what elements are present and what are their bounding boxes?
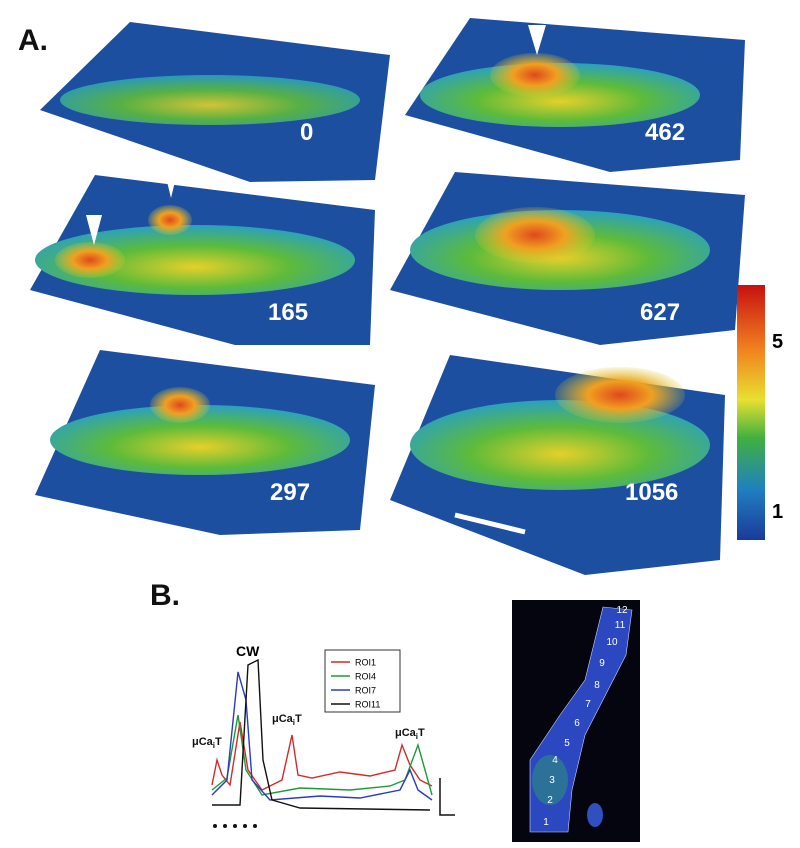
surface xyxy=(148,205,192,235)
legend-items: ROI1 ROI4 ROI7 ROI11 xyxy=(331,658,380,710)
roi-number: 1 xyxy=(543,817,549,828)
surface xyxy=(150,387,210,423)
plate-label: 462 xyxy=(645,119,685,146)
surface xyxy=(420,63,700,127)
cell-hotspot xyxy=(532,755,568,805)
roi-number: 6 xyxy=(574,718,580,729)
surface xyxy=(475,207,595,263)
roi-number: 12 xyxy=(616,605,628,616)
arrow xyxy=(86,215,102,245)
roi-number: 11 xyxy=(615,620,626,631)
roi-number: 10 xyxy=(606,637,618,648)
surface xyxy=(35,225,355,295)
plate-label: 165 xyxy=(268,299,308,326)
event-text: T xyxy=(295,713,302,725)
surface xyxy=(55,242,125,278)
cell-blob xyxy=(587,803,603,827)
event-sub: i xyxy=(213,741,215,750)
event-label: μCaiT xyxy=(395,727,425,741)
event-text: T xyxy=(418,727,425,739)
legend-label: ROI4 xyxy=(355,672,376,682)
event-text: T xyxy=(215,736,222,748)
arrow xyxy=(163,165,179,198)
arrows xyxy=(86,25,546,245)
stimulus-dots xyxy=(213,824,257,828)
plate-label: 297 xyxy=(270,479,310,506)
event-label: μCaiT xyxy=(272,713,302,727)
surface xyxy=(50,405,350,475)
trace xyxy=(211,721,433,791)
legend-label: ROI1 xyxy=(355,658,376,668)
colorbar xyxy=(737,285,765,540)
arrow xyxy=(528,25,546,55)
surface xyxy=(410,400,710,490)
scale-bar xyxy=(439,778,455,816)
event-sub: i xyxy=(416,732,418,741)
roi-number: 9 xyxy=(599,658,605,669)
event-sub: i xyxy=(293,718,295,727)
event-text: μCa xyxy=(272,713,294,725)
legend xyxy=(324,649,401,713)
panel-label: A. xyxy=(18,24,48,57)
cw-label: CW xyxy=(236,643,260,659)
roi-number: 7 xyxy=(585,699,591,710)
surface xyxy=(490,53,580,97)
roi-number: 5 xyxy=(564,738,570,749)
trace xyxy=(211,714,433,796)
roi-number: 4 xyxy=(552,755,558,766)
legend-label: ROI7 xyxy=(355,686,376,696)
roi-number: 3 xyxy=(549,775,555,786)
surfaces xyxy=(35,53,710,490)
trace xyxy=(211,671,433,801)
colorbar-label: 1 xyxy=(772,501,783,523)
surface xyxy=(60,75,360,125)
legend-label: ROI11 xyxy=(355,700,380,710)
scale-bar xyxy=(454,512,526,535)
panel-label: B. xyxy=(150,579,180,612)
plate-label: 1056 xyxy=(625,479,678,506)
roi-number: 8 xyxy=(594,680,600,691)
event-label: μCaiT xyxy=(192,736,222,750)
roi-number: 2 xyxy=(547,795,553,806)
trace xyxy=(212,658,431,811)
event-text: μCa xyxy=(192,736,214,748)
plate-label: 0 xyxy=(300,119,313,146)
plate-label: 627 xyxy=(640,299,680,326)
colorbar-label: 5 xyxy=(772,331,783,353)
surface xyxy=(555,367,685,423)
event-text: μCa xyxy=(395,727,417,739)
